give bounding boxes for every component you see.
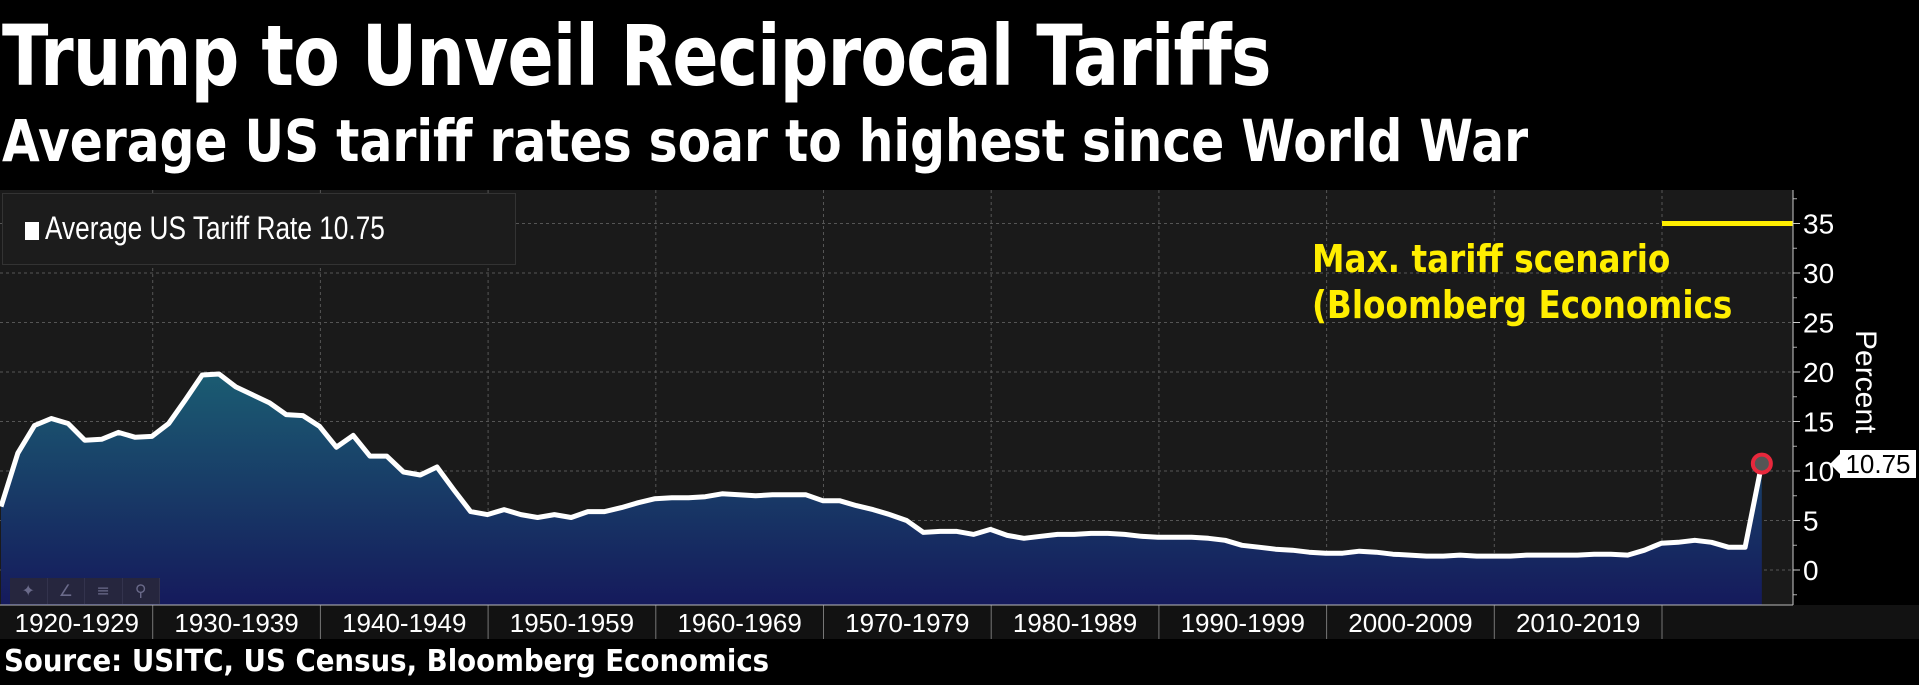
y-tick-label: 25 [1803, 308, 1834, 339]
series-line [0, 371, 1765, 559]
y-axis-label: Percent [1849, 330, 1882, 434]
y-tick-label: 10 [1803, 456, 1834, 487]
y-tick-label: 0 [1803, 555, 1819, 586]
y-tick-label: 20 [1803, 357, 1834, 388]
chart-toolbar: ✦ ∠ ≡ ⚲ [10, 578, 160, 604]
y-tick-label: 15 [1803, 407, 1834, 438]
crosshair-icon[interactable]: ✦ [10, 578, 48, 604]
list-icon[interactable]: ≡ [85, 578, 123, 604]
x-axis-band [0, 605, 1919, 639]
x-tick-label: 1940-1949 [342, 608, 466, 638]
last-value-label: 10.75 [1830, 450, 1916, 478]
zoom-icon[interactable]: ⚲ [123, 578, 160, 604]
y-tick-label: 5 [1803, 506, 1819, 537]
scenario-annotation: Max. tariff scenario (Bloomberg Economic… [1312, 236, 1732, 328]
x-tick-label: 1920-1929 [15, 608, 139, 638]
draw-icon[interactable]: ∠ [48, 578, 85, 604]
scenario-line2: (Bloomberg Economics [1312, 283, 1733, 327]
x-tick-label: 1990-1999 [1181, 608, 1305, 638]
x-tick-label: 2000-2009 [1348, 608, 1472, 638]
legend[interactable]: Average US Tariff Rate 10.75 [2, 193, 516, 265]
last-point-marker [1750, 452, 1773, 475]
x-tick-label: 1950-1959 [510, 608, 634, 638]
source-note: Source: USITC, US Census, Bloomberg Econ… [4, 644, 770, 679]
scenario-line1: Max. tariff scenario [1312, 237, 1671, 281]
y-tick-label: 35 [1803, 209, 1834, 240]
legend-swatch [25, 222, 39, 240]
chart-subtitle: Average US tariff rates soar to highest … [2, 107, 1529, 175]
legend-label: Average US Tariff Rate 10.75 [45, 210, 385, 246]
y-tick-label: 30 [1803, 258, 1834, 289]
x-tick-label: 1980-1989 [1013, 608, 1137, 638]
x-tick-label: 2010-2019 [1516, 608, 1640, 638]
chart-title: Trump to Unveil Reciprocal Tariffs [2, 7, 1272, 105]
x-tick-label: 1930-1939 [174, 608, 298, 638]
x-tick-label: 1970-1979 [845, 608, 969, 638]
series-area [1, 374, 1762, 605]
x-tick-label: 1960-1969 [677, 608, 801, 638]
